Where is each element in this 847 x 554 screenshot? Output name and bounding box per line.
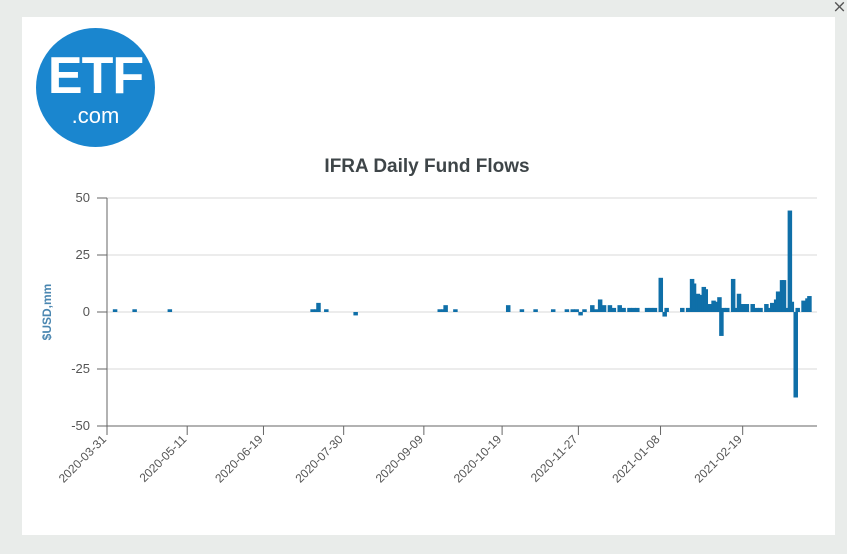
flow-bar[interactable] xyxy=(132,309,137,312)
flow-bar[interactable] xyxy=(801,300,806,312)
flow-bar[interactable] xyxy=(570,309,576,312)
flow-bar[interactable] xyxy=(707,304,712,312)
x-tick-label: 2020-10-19 xyxy=(451,432,505,486)
flow-bar[interactable] xyxy=(775,291,781,312)
flow-bar[interactable] xyxy=(685,307,691,312)
flow-bar[interactable] xyxy=(597,299,603,312)
flow-bar[interactable] xyxy=(744,304,750,312)
flow-bar[interactable] xyxy=(713,301,718,312)
flow-bar[interactable] xyxy=(644,307,650,312)
flow-bar[interactable] xyxy=(658,277,664,312)
flow-bar[interactable] xyxy=(590,305,595,312)
chart-panel xyxy=(22,17,835,535)
flow-bar[interactable] xyxy=(564,309,570,312)
y-axis-ticks: 50 25 0 -25 -50 xyxy=(71,190,108,433)
flow-bar[interactable] xyxy=(324,309,329,312)
flow-bar[interactable] xyxy=(662,312,667,317)
y-axis-label: $USD,mm xyxy=(40,284,54,341)
flow-bar[interactable] xyxy=(730,278,736,312)
flow-bar[interactable] xyxy=(807,296,812,312)
flow-bar[interactable] xyxy=(607,305,613,312)
flow-bar[interactable] xyxy=(353,312,358,316)
flow-bar[interactable] xyxy=(680,307,685,312)
flow-bar[interactable] xyxy=(578,312,583,316)
flow-bar[interactable] xyxy=(664,307,669,312)
flow-bar[interactable] xyxy=(648,307,654,312)
y-tick-label: 0 xyxy=(83,304,90,319)
flow-bar[interactable] xyxy=(627,307,632,312)
flow-bar[interactable] xyxy=(631,307,636,312)
flow-bar[interactable] xyxy=(789,301,795,312)
bars xyxy=(112,210,812,398)
chart-title: IFRA Daily Fund Flows xyxy=(324,156,529,177)
flow-bar[interactable] xyxy=(795,307,800,312)
x-tick-label: 2020-07-30 xyxy=(292,432,346,486)
x-tick-label: 2020-03-31 xyxy=(56,432,110,486)
flow-bar[interactable] xyxy=(505,305,511,312)
flow-bar[interactable] xyxy=(764,304,769,312)
flow-bar[interactable] xyxy=(167,309,173,312)
flow-bar[interactable] xyxy=(717,297,722,312)
y-tick-label: 50 xyxy=(76,190,90,205)
flow-bar[interactable] xyxy=(732,307,738,312)
flow-bar[interactable] xyxy=(611,307,617,312)
flow-bar[interactable] xyxy=(793,312,798,398)
flow-bar[interactable] xyxy=(697,294,703,312)
flow-bar[interactable] xyxy=(758,307,763,312)
x-tick-label: 2020-11-27 xyxy=(528,432,581,485)
flow-bar[interactable] xyxy=(719,312,724,336)
flow-bar[interactable] xyxy=(550,309,556,312)
flow-bar[interactable] xyxy=(443,305,448,312)
flow-bar[interactable] xyxy=(725,307,730,312)
flow-bar[interactable] xyxy=(593,309,599,312)
x-tick-label: 2021-01-08 xyxy=(609,432,663,486)
x-tick-label: 2020-09-09 xyxy=(373,432,427,486)
flow-bar[interactable] xyxy=(582,309,587,312)
flow-bar[interactable] xyxy=(574,309,579,312)
flow-bar[interactable] xyxy=(519,309,525,312)
flow-bar[interactable] xyxy=(112,309,118,312)
flow-bar[interactable] xyxy=(787,210,793,312)
logo-sub-text: .com xyxy=(71,103,120,128)
flow-bar[interactable] xyxy=(533,309,538,312)
x-tick-label: 2020-05-11 xyxy=(137,432,190,485)
flow-bar[interactable] xyxy=(453,309,458,312)
y-tick-label: 25 xyxy=(76,247,90,262)
flow-bar[interactable] xyxy=(601,305,607,312)
flow-bar[interactable] xyxy=(781,280,787,312)
y-tick-label: -50 xyxy=(71,418,90,433)
flow-bar[interactable] xyxy=(736,293,742,312)
flow-bar[interactable] xyxy=(721,307,726,312)
x-tick-label: 2021-02-19 xyxy=(691,432,745,486)
flow-bar[interactable] xyxy=(691,283,697,313)
flow-bar[interactable] xyxy=(437,309,443,312)
flow-bar[interactable] xyxy=(621,307,626,312)
x-axis: 2020-03-31 2020-05-11 2020-06-19 2020-07-30… xyxy=(56,425,817,486)
logo-main-text: ETF xyxy=(47,47,144,105)
flow-bar[interactable] xyxy=(652,307,658,312)
flow-bar[interactable] xyxy=(635,307,640,312)
flow-bar[interactable] xyxy=(770,302,775,312)
etf-com-logo[interactable]: ETF .com xyxy=(36,28,155,147)
flow-bar[interactable] xyxy=(754,307,759,312)
flow-bar[interactable] xyxy=(750,304,755,312)
close-icon[interactable]: × xyxy=(832,0,847,17)
x-tick-label: 2020-06-19 xyxy=(212,432,266,486)
flow-bar[interactable] xyxy=(310,309,315,312)
flow-bar[interactable] xyxy=(740,304,746,312)
y-tick-label: -25 xyxy=(71,361,90,376)
flow-bar[interactable] xyxy=(316,302,321,312)
flow-bar[interactable] xyxy=(617,305,622,312)
flow-bar[interactable] xyxy=(703,289,709,312)
